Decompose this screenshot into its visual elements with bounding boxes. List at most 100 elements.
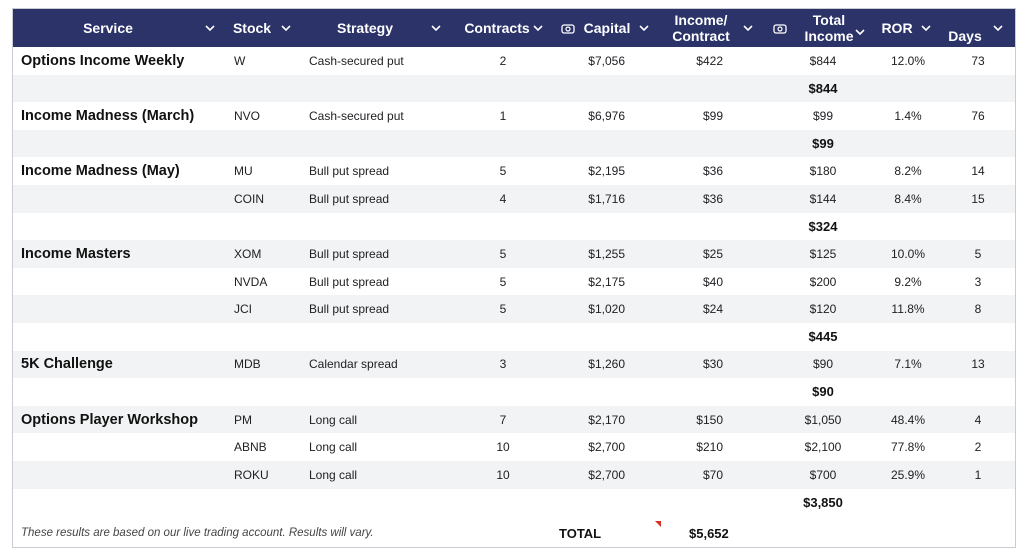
ror-cell: 1.4% [894,108,922,123]
subtotal-row: $3,850 [13,489,1015,517]
disclaimer-note: These results are based on our live trad… [21,527,374,539]
chevron-down-icon[interactable] [203,21,217,35]
service-cell: Income Masters [21,245,131,262]
header-ror: ROR [881,20,913,36]
header-income-contract-line1: Income/ [674,12,728,28]
contracts-cell: 10 [496,467,510,482]
header-total-income: Total Income [799,9,859,47]
contracts-cell: 4 [499,191,507,206]
header-income-contract: Income/ Contract [663,9,739,47]
ror-cell: 8.4% [894,191,922,206]
subtotal-row: $445 [13,323,1015,351]
days-cell: 1 [974,467,982,482]
table-row: Income Masters XOM Bull put spread 5 $1,255 $… [13,240,1015,268]
total-income-cell: $2,100 [804,440,842,455]
capital-cell: $7,056 [588,53,625,68]
table-row: COIN Bull put spread 4 $1,716 $36 $144 8.4% 15 [13,185,1015,213]
strategy-cell: Cash-secured put [309,53,404,68]
days-cell: 3 [974,274,982,289]
contracts-cell: 10 [496,440,510,455]
days-cell: 5 [974,246,982,261]
ror-cell: 25.9% [890,467,926,482]
total-income-cell: $125 [809,246,837,261]
total-income-cell: $144 [809,191,837,206]
chevron-down-icon[interactable] [279,21,293,35]
stock-cell: MDB [234,357,261,372]
contracts-cell: 5 [499,246,507,261]
stock-cell: W [234,53,246,68]
total-label: TOTAL [559,525,602,541]
subtotal-row: $99 [13,129,1015,158]
table-row: ROKU Long call 10 $2,700 $70 $700 25.9% 1 [13,461,1015,489]
currency-icon [773,22,787,34]
subtotal-value: $90 [812,384,834,400]
subtotal-row: $90 [13,378,1015,406]
table-header: Service Stock Strategy Contracts Capital… [13,9,1015,47]
header-total-income-line1: Total [812,12,846,28]
income-contract-cell: $150 [696,412,723,427]
stock-cell: NVO [234,108,261,123]
total-income-cell: $120 [809,302,837,317]
contracts-cell: 7 [499,412,507,427]
subtotal-value: $445 [808,329,838,345]
capital-cell: $1,260 [588,357,625,372]
strategy-cell: Long call [309,467,358,482]
chevron-down-icon[interactable] [919,21,933,35]
income-contract-cell: $70 [702,467,723,482]
subtotal-value: $324 [808,218,838,234]
chevron-down-icon[interactable] [637,21,651,35]
comment-marker[interactable] [655,521,661,527]
total-income-cell: $200 [809,274,837,289]
capital-cell: $2,175 [588,274,625,289]
contracts-cell: 1 [499,108,507,123]
capital-cell: $2,700 [588,440,625,455]
ror-cell: 48.4% [890,412,926,427]
header-stock: Stock [232,20,272,36]
table-row: Income Madness (March) NVO Cash-secured pu… [13,102,1015,130]
subtotal-value: $844 [808,80,838,96]
strategy-cell: Long call [309,412,358,427]
strategy-cell: Bull put spread [309,302,390,317]
chevron-down-icon[interactable] [991,21,1005,35]
header-capital: Capital [583,20,631,36]
contracts-cell: 3 [499,357,507,372]
ror-cell: 11.8% [891,302,925,317]
stock-cell: COIN [234,191,264,206]
income-contract-cell: $422 [696,53,723,68]
income-contract-cell: $36 [702,191,723,206]
capital-cell: $2,170 [588,412,625,427]
service-cell: Income Madness (March) [21,107,195,124]
stock-cell: ROKU [234,467,269,482]
table-row: Options Player Workshop PM Long call 7 $2,17… [13,405,1015,434]
total-income-cell: $180 [809,164,837,179]
table-row: NVDA Bull put spread 5 $2,175 $40 $200 9.2% 3 [13,268,1015,296]
chevron-down-icon[interactable] [853,25,867,39]
stock-cell: NVDA [234,274,268,289]
total-income-cell: $844 [809,53,837,68]
capital-cell: $2,700 [588,467,625,482]
income-contract-cell: $25 [702,246,723,261]
contracts-cell: 2 [499,53,507,68]
currency-icon [561,22,575,34]
header-days: Days [948,28,982,44]
chevron-down-icon[interactable] [741,21,755,35]
chevron-down-icon[interactable] [429,21,443,35]
table-row: ABNB Long call 10 $2,700 $210 $2,100 77.8% 2 [13,433,1015,461]
income-contract-cell: $36 [702,164,723,179]
days-cell: 4 [974,412,982,427]
strategy-cell: Bull put spread [309,246,390,261]
table-row: 5K Challenge MDB Calendar spread 3 $1,260 $30… [13,350,1015,379]
header-service: Service [83,20,133,36]
ror-cell: 9.2% [894,274,922,289]
header-strategy: Strategy [336,20,394,36]
subtotal-row: $324 [13,213,1015,241]
service-cell: Options Player Workshop [21,411,198,428]
chevron-down-icon[interactable] [531,21,545,35]
table-row: JCI Bull put spread 5 $1,020 $24 $120 11.8% 8 [13,295,1015,323]
contracts-cell: 5 [499,302,507,317]
total-income-cell: $99 [812,108,834,123]
capital-cell: $2,195 [588,164,625,179]
capital-cell: $6,976 [588,108,625,123]
table-row: Options Income Weekly W Cash-secured put 2 $… [13,47,1015,75]
strategy-cell: Bull put spread [309,164,390,179]
